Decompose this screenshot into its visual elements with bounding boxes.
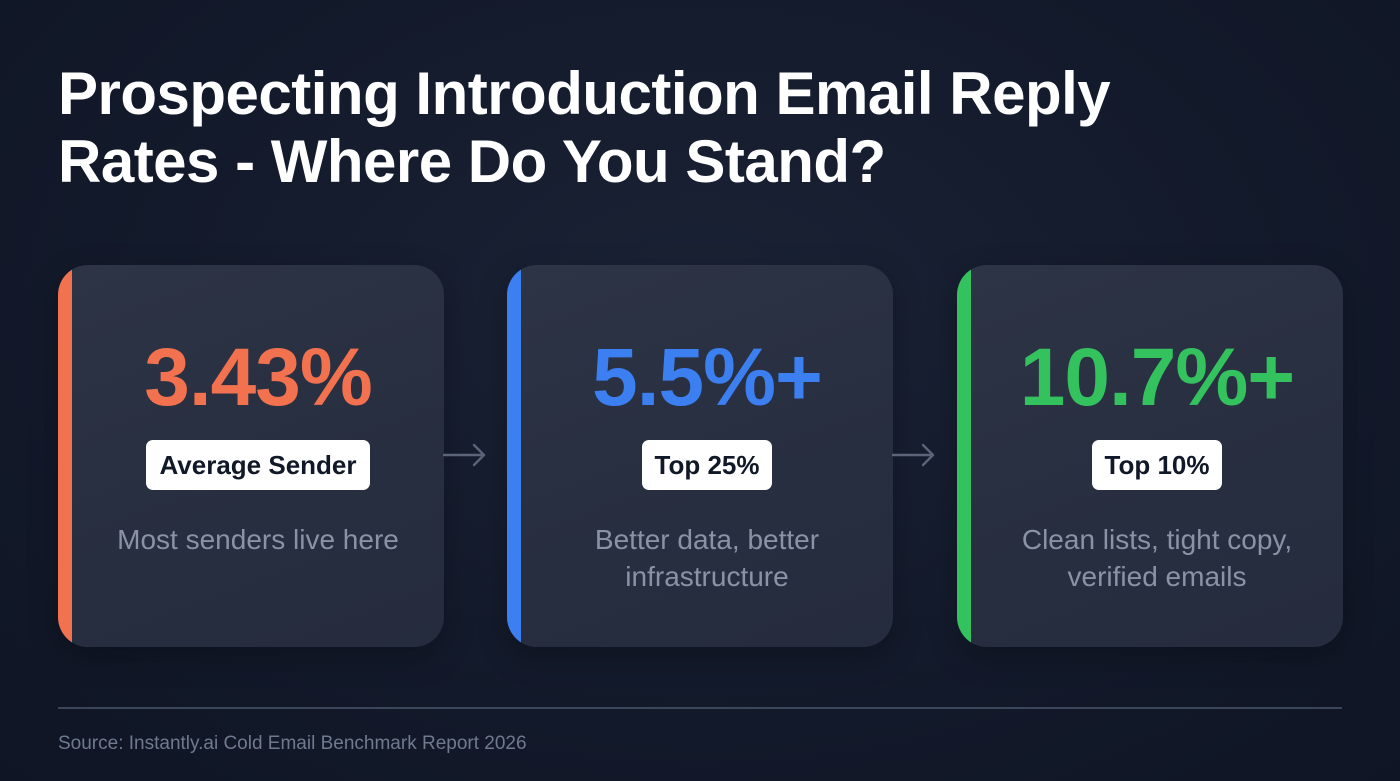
stat-description: Most senders live here bbox=[117, 524, 399, 555]
tier-badge: Average Sender bbox=[146, 440, 370, 490]
stat-description: Better data, better infrastructure bbox=[594, 524, 820, 592]
stat-card-top-10: 10.7%+ Top 10% Clean lists, tight copy, … bbox=[957, 265, 1343, 647]
arrow-right-icon bbox=[892, 443, 935, 467]
stat-card-average-sender: 3.43% Average Sender Most senders live h… bbox=[58, 265, 444, 647]
stat-value: 5.5%+ bbox=[592, 332, 823, 423]
arrow-right-icon bbox=[443, 443, 486, 467]
title-line-1: Prospecting Introduction Email Reply bbox=[58, 60, 1111, 127]
tier-badge: Top 25% bbox=[641, 440, 773, 490]
stat-card-top-25: 5.5%+ Top 25% Better data, better infras… bbox=[507, 265, 893, 647]
stat-description: Clean lists, tight copy, verified emails bbox=[1021, 524, 1293, 592]
stat-value: 3.43% bbox=[144, 332, 373, 423]
title-line-2: Rates - Where Do You Stand? bbox=[58, 128, 886, 195]
card-accent-bar bbox=[507, 265, 521, 647]
footer-divider bbox=[58, 707, 1342, 709]
source-citation: Source: Instantly.ai Cold Email Benchmar… bbox=[58, 733, 527, 754]
page-title: Prospecting Introduction Email Reply Rat… bbox=[58, 60, 1258, 196]
stat-value: 10.7%+ bbox=[1019, 332, 1295, 423]
card-accent-bar bbox=[957, 265, 971, 647]
card-accent-bar bbox=[58, 265, 72, 647]
tier-badge: Top 10% bbox=[1091, 440, 1223, 490]
